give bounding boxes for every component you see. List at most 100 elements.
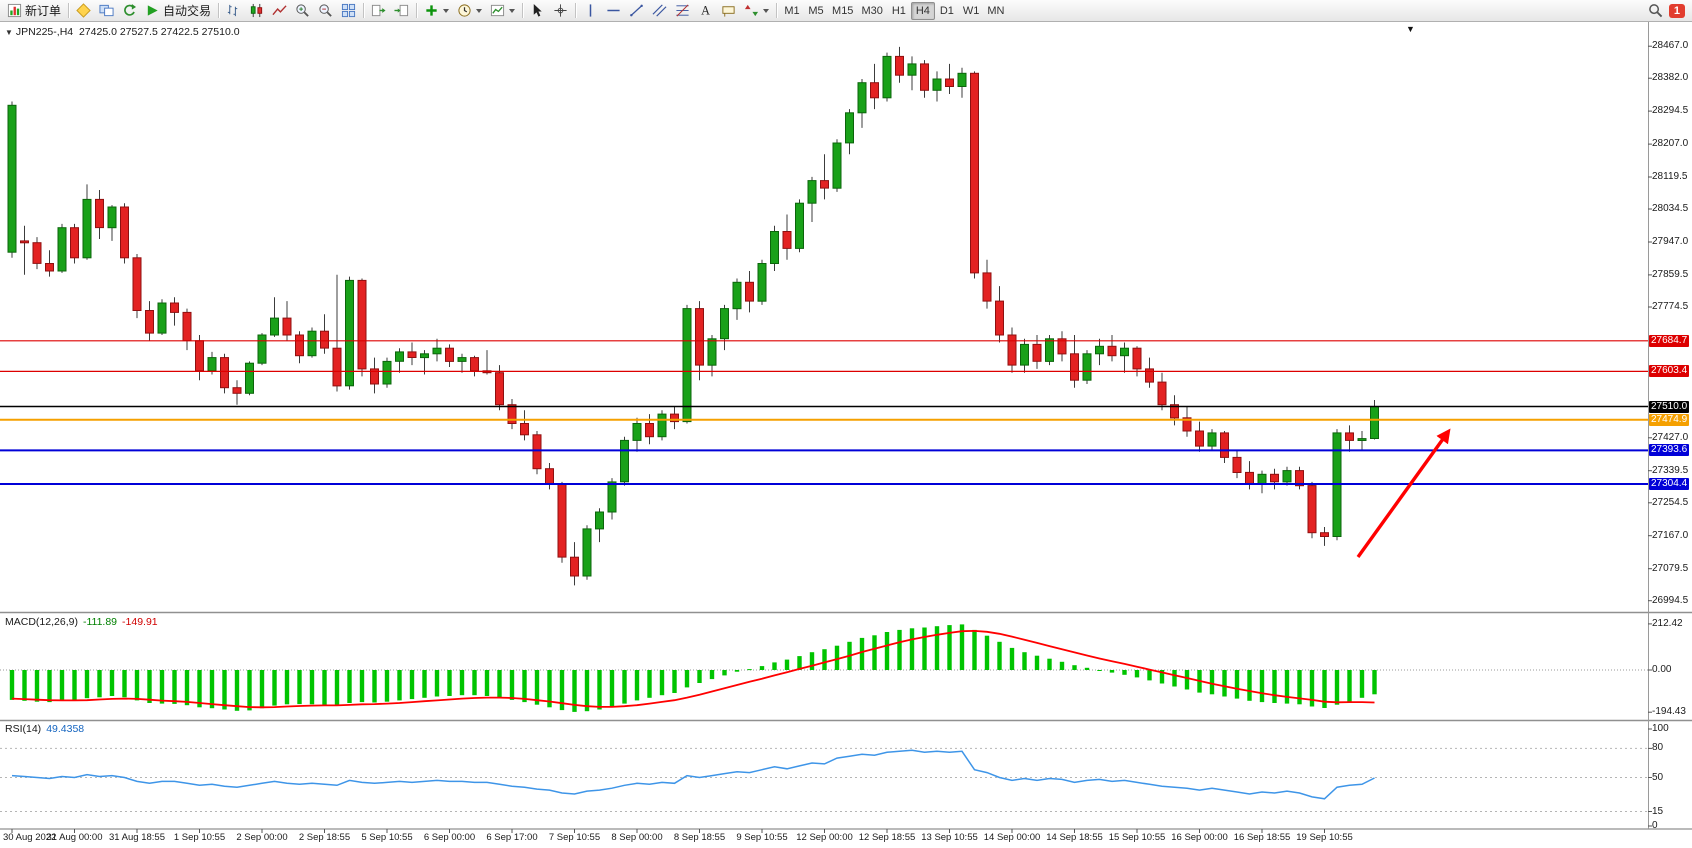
price-line-label: 27684.7 <box>1649 334 1690 347</box>
timeframe-button-m30[interactable]: M30 <box>861 4 883 17</box>
autotrade-icon <box>145 3 160 18</box>
rsi-value: 49.4358 <box>46 723 85 735</box>
indicators-icon <box>424 3 439 18</box>
new-order-button[interactable]: 新订单 <box>3 0 65 21</box>
chart-header: ▼ JPN225-,H4 27425.0 27527.5 27422.5 2751… <box>5 26 240 38</box>
periods-button[interactable] <box>453 0 486 21</box>
time-axis-label: 14 Sep 00:00 <box>983 832 1041 843</box>
price-line-label: 27304.4 <box>1649 478 1690 490</box>
toolbar-separator <box>218 3 220 18</box>
zoom-out-button[interactable] <box>314 0 337 21</box>
price-axis-label: 27339.5 <box>1652 464 1689 476</box>
price-axis-label: 50 <box>1652 771 1664 783</box>
price-line-label: 27603.4 <box>1649 365 1690 378</box>
timeframe-button-h4[interactable]: H4 <box>910 1 935 20</box>
price-axis-label: 212.42 <box>1652 617 1683 629</box>
refresh-icon <box>122 3 137 18</box>
price-axis-label: -194.43 <box>1652 706 1686 718</box>
new-order-button-label: 新订单 <box>25 4 62 18</box>
trendline-button[interactable] <box>625 0 648 21</box>
price-axis-label: 27774.5 <box>1652 301 1689 312</box>
chart-shift-icon <box>394 3 409 18</box>
dropdown-caret-icon <box>443 8 450 13</box>
fibonacci-button[interactable] <box>671 0 694 21</box>
channel-icon <box>652 3 667 18</box>
timeframe-button-m5[interactable]: M5 <box>808 4 824 17</box>
price-axis-label: 27254.5 <box>1652 496 1689 508</box>
price-axis-label: 28034.5 <box>1652 203 1689 214</box>
chart-dropdown-arrow-icon[interactable]: ▼ <box>1406 24 1415 34</box>
time-axis-label: 1 Sep 10:55 <box>173 832 226 843</box>
profiles-button[interactable] <box>95 0 118 21</box>
time-axis[interactable]: 30 Aug 2022 31 Aug 00:00 31 Aug 18:55 1 Sep… <box>0 829 1692 848</box>
timeframe-button-mn[interactable]: MN <box>987 4 1005 17</box>
auto-scroll-icon <box>371 3 386 18</box>
time-axis-label: 5 Sep 10:55 <box>361 832 413 843</box>
price-lines-group <box>0 340 1648 485</box>
rsi-line <box>11 749 1375 800</box>
timeframe-button-m15[interactable]: M15 <box>832 4 854 17</box>
search-button[interactable] <box>1644 0 1667 21</box>
timeframe-button-d1[interactable]: D1 <box>939 4 954 17</box>
indicator-level-lines <box>0 669 1648 812</box>
price-axis[interactable]: 28467.0 28382.0 28294.5 28207.0 28119.5 28034… <box>1648 22 1692 831</box>
text-icon: A <box>698 3 713 18</box>
bar-chart-button[interactable] <box>222 0 245 21</box>
horizontal-line-button[interactable] <box>602 0 625 21</box>
text-button[interactable]: A <box>694 0 717 21</box>
diamond-icon <box>76 3 91 18</box>
candles-group <box>7 46 1379 586</box>
price-axis-label: 26994.5 <box>1652 594 1689 606</box>
time-axis-label: 13 Sep 10:55 <box>921 832 978 843</box>
dropdown-caret-icon <box>763 8 770 13</box>
vertical-line-button[interactable] <box>579 0 602 21</box>
auto-scroll-button[interactable] <box>367 0 390 21</box>
arrows-button[interactable] <box>740 0 773 21</box>
refresh-button[interactable] <box>118 0 141 21</box>
templates-icon <box>490 3 505 18</box>
price-axis-label: 80 <box>1652 742 1664 754</box>
toolbar-separator <box>416 3 418 18</box>
metaeditor-button[interactable] <box>72 0 95 21</box>
line-chart-button[interactable] <box>268 0 291 21</box>
crosshair-button[interactable] <box>549 0 572 21</box>
toolbar-separator <box>776 3 778 18</box>
zoom-in-button[interactable] <box>291 0 314 21</box>
timeframe-button-m1[interactable]: M1 <box>784 4 800 17</box>
timeframe-button-h1[interactable]: H1 <box>891 4 906 17</box>
rsi-title: RSI(14) <box>5 723 42 735</box>
candlestick-button[interactable] <box>245 0 268 21</box>
label-icon <box>721 3 736 18</box>
cursor-icon <box>530 3 545 18</box>
indicators-button[interactable] <box>420 0 453 21</box>
vertical-line-icon <box>583 3 598 18</box>
notification-badge[interactable]: 1 <box>1668 3 1685 18</box>
timeframe-button-w1[interactable]: W1 <box>962 4 980 17</box>
text-label-button[interactable] <box>717 0 740 21</box>
tile-windows-button[interactable] <box>337 0 360 21</box>
panel-borders <box>0 22 1692 830</box>
equidistant-channel-button[interactable] <box>648 0 671 21</box>
macd-title: MACD(12,26,9) <box>5 616 78 628</box>
time-axis-label: 8 Sep 00:00 <box>611 832 663 843</box>
auto-trading-button[interactable]: 自动交易 <box>141 0 215 21</box>
main-toolbar: 新订单 自动交易 A M1 M5 M15 M30 H1 H4 D1 W1 MN 1 <box>0 0 1692 22</box>
svg-text:A: A <box>701 4 710 18</box>
templates-button[interactable] <box>486 0 519 21</box>
price-axis-label: 27859.5 <box>1652 268 1689 280</box>
search-icon <box>1648 3 1663 18</box>
candlestick-icon <box>249 3 264 18</box>
collapse-triangle-icon[interactable]: ▼ <box>5 28 13 37</box>
toolbar-separator <box>522 3 524 18</box>
ohlc-values-label: 27425.0 27527.5 27422.5 27510.0 <box>78 26 240 38</box>
price-axis-label: 27947.0 <box>1652 236 1689 247</box>
macd-main-value: -111.89 <box>82 616 118 628</box>
new-order-icon <box>7 3 22 18</box>
price-axis-label: 28119.5 <box>1652 171 1688 182</box>
chart-shift-button[interactable] <box>390 0 413 21</box>
time-axis-label: 12 Sep 00:00 <box>796 832 853 843</box>
cursor-button[interactable] <box>526 0 549 21</box>
clock-icon <box>457 3 472 18</box>
